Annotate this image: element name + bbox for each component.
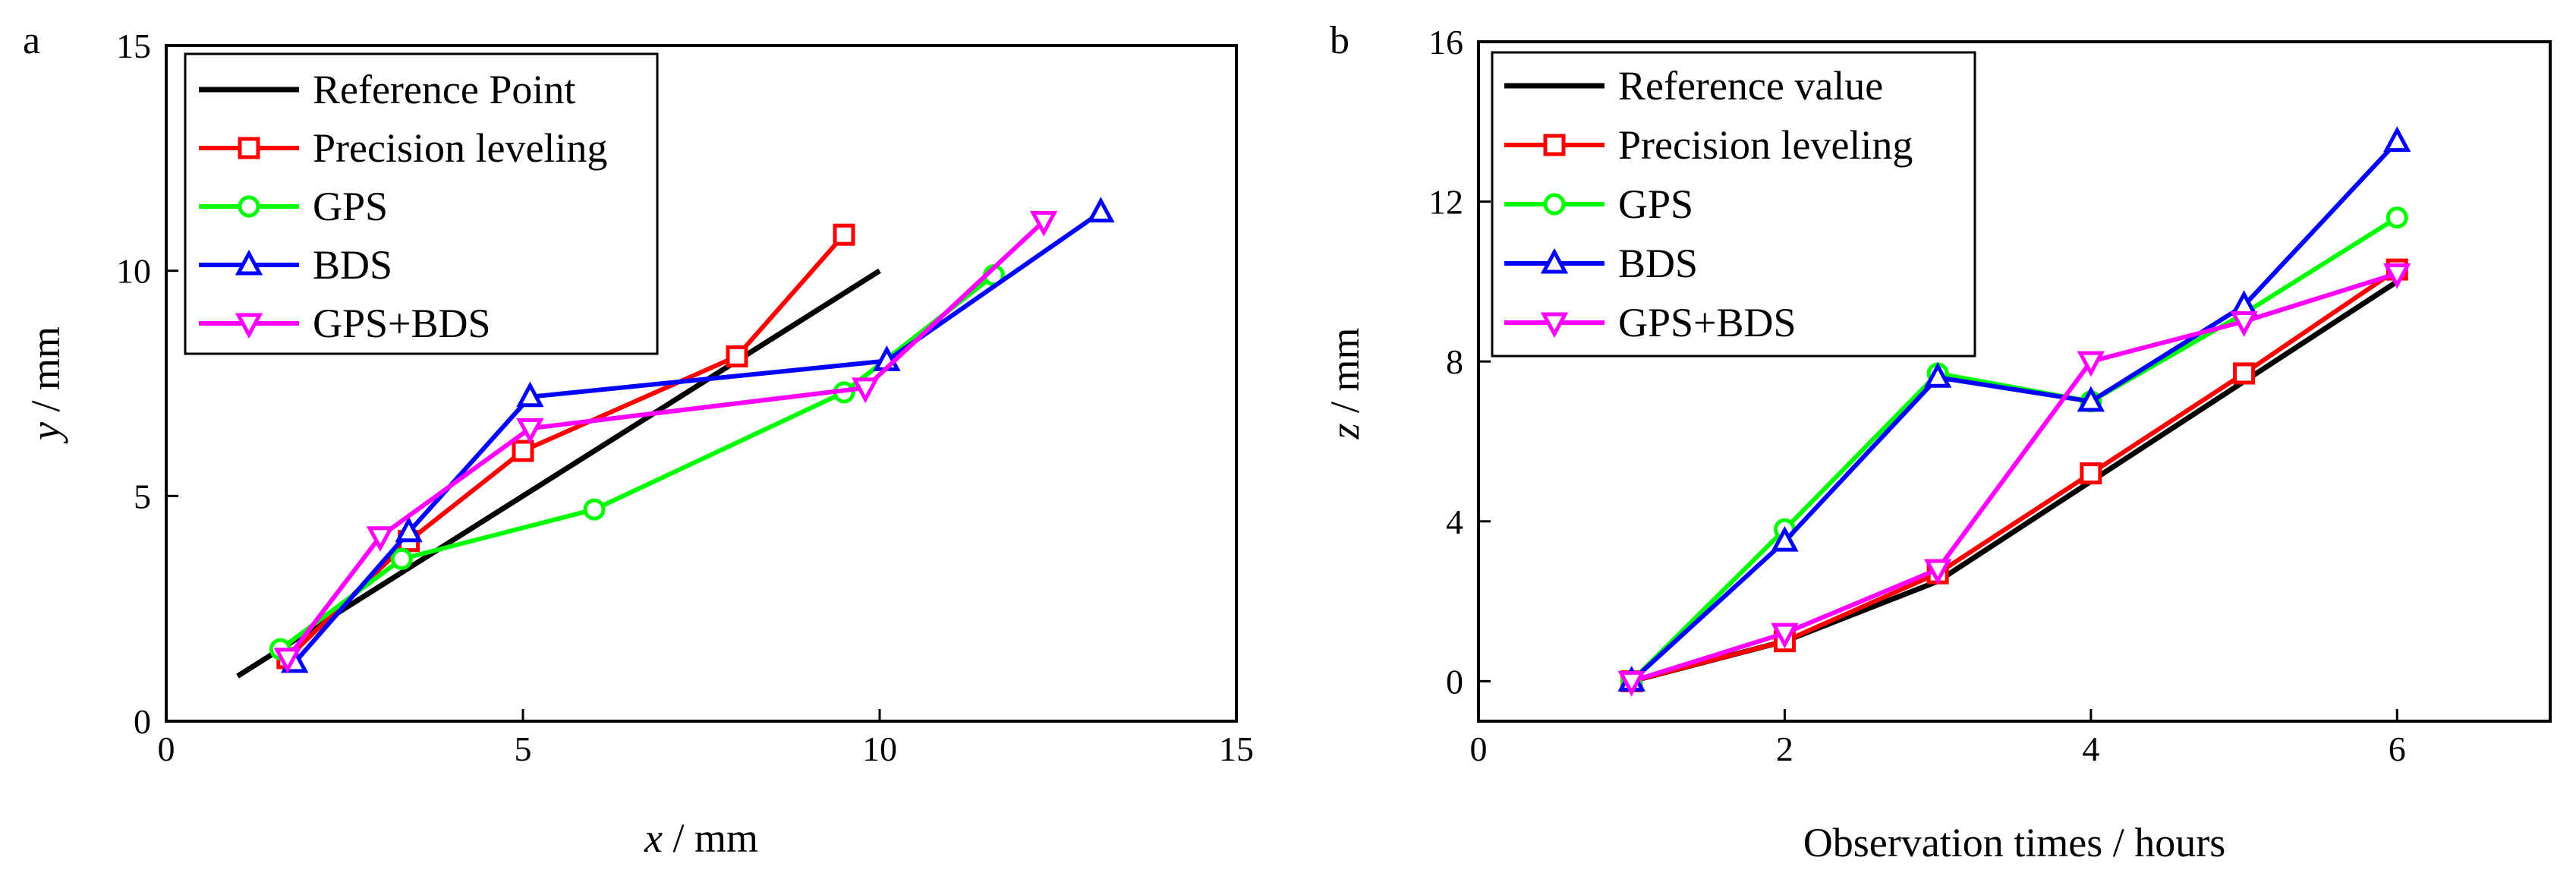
chart-b-x-tick-label-3: 6 [2389, 730, 2406, 768]
chart-a-series-4-point-2 [516, 418, 544, 444]
chart-b-frame [1477, 40, 2552, 723]
chart-b-series-4-point-2 [1923, 559, 1952, 585]
chart-b-y-ticks: 0 4 8 12 16 [1428, 23, 1491, 701]
chart-a-y-tick-label-0: 0 [134, 702, 151, 741]
chart-a-series-2-point-1 [390, 547, 413, 570]
chart-b-legend-label-0: Reference value [1618, 63, 1883, 109]
chart-b-series-3-point-1 [1771, 525, 1799, 552]
chart-b-series-4-point-0 [1617, 670, 1645, 697]
chart-b: b 0 2 4 6 0 4 8 12 16 Observation times / hours… [1322, 19, 2552, 865]
chart-a-legend: Reference Point Precision leveling GPS BDS G… [184, 52, 659, 355]
chart-a-x-axis-var: x [644, 815, 663, 861]
chart-b-y-tick-label-4: 16 [1428, 23, 1463, 61]
chart-b-series-4-point-1 [1771, 622, 1799, 649]
chart-b-x-ticks: 0 2 4 6 [1470, 709, 2406, 768]
chart-a-x-tick-label-1: 5 [515, 730, 532, 768]
chart-b-legend-marker-4 [1540, 312, 1569, 339]
chart-b-series-1-line [1630, 267, 2398, 684]
chart-a-y-tick-label-3: 15 [116, 27, 151, 65]
chart-b-legend-marker-1 [1543, 134, 1566, 156]
chart-a-legend-marker-4 [235, 313, 263, 339]
chart-a-legend-marker-2 [238, 195, 260, 218]
chart-b-y-tick-label-0: 0 [1446, 662, 1463, 701]
chart-a-series-4 [273, 210, 1058, 674]
chart-a-y-axis-var: y [23, 422, 68, 444]
chart-a-legend-label-2: GPS [313, 184, 388, 229]
chart-a-legend-label-3: BDS [313, 242, 392, 288]
chart-a-x-tick-label-0: 0 [158, 730, 175, 768]
chart-b-legend-marker-3 [1540, 247, 1569, 274]
chart-b-legend-label-1: Precision leveling [1618, 122, 1913, 168]
chart-b-legend-label-2: GPS [1618, 181, 1693, 227]
chart-a-frame [165, 44, 1238, 723]
chart-b-x-tick-label-2: 4 [2082, 730, 2099, 768]
chart-a-series-2-point-2 [583, 498, 606, 521]
chart-a-y-axis-label: y / mm [23, 326, 68, 444]
chart-b-legend-marker-2 [1543, 193, 1566, 216]
chart-a-series-1-point-3 [726, 345, 748, 367]
chart-a-y-axis-unit: / mm [23, 326, 68, 422]
chart-a-series-4-point-4 [1030, 210, 1058, 237]
chart-a-legend-label-4: GPS+BDS [313, 301, 491, 346]
chart-a-legend-marker-3 [235, 249, 263, 276]
chart-b-series-3-point-5 [2383, 126, 2411, 153]
chart-b-series-1-point-4 [2233, 362, 2256, 385]
chart-b-series-4 [1617, 263, 2411, 697]
chart-b-y-tick-label-3: 12 [1428, 183, 1463, 222]
chart-a-series-4-point-3 [852, 377, 880, 404]
chart-a-legend-label-0: Reference Point [313, 67, 575, 112]
chart-b-legend-label-4: GPS+BDS [1618, 300, 1797, 345]
chart-b-x-axis-label: Observation times / hours [1803, 820, 2225, 865]
chart-b-y-axis-unit: / mm [1322, 327, 1368, 423]
chart-b-plot-area [1617, 126, 2411, 697]
chart-b-y-tick-label-2: 8 [1446, 342, 1463, 381]
chart-a-x-axis-unit: / mm [663, 815, 758, 861]
chart-a-legend-label-1: Precision leveling [313, 125, 607, 171]
chart-a-series-1-point-2 [512, 440, 534, 462]
chart-a-plot-area [236, 197, 1115, 679]
chart-b-legend: Reference value Precision leveling GPS BDS G… [1491, 51, 1976, 358]
chart-a-series-3-point-4 [1087, 197, 1115, 223]
chart-b-series-3-line [1630, 140, 2399, 683]
chart-a-x-tick-label-2: 10 [862, 730, 897, 768]
chart-b-y-axis-label: z / mm [1322, 327, 1368, 440]
chart-a-series-4-point-1 [366, 526, 395, 553]
chart-b-y-tick-label-1: 4 [1446, 503, 1463, 541]
chart-a-legend-marker-1 [238, 137, 260, 159]
chart-b-series-1-point-3 [2080, 462, 2102, 485]
chart-b-series-3-point-2 [1923, 361, 1952, 388]
chart-a-y-ticks: 0 5 10 15 [116, 27, 178, 741]
chart-b-series-2-point-5 [2385, 206, 2408, 229]
chart-b-series-4-point-5 [2383, 263, 2411, 289]
chart-a-x-ticks: 0 5 10 15 [158, 709, 1254, 768]
chart-a-legend-box [184, 52, 659, 355]
chart-a-x-axis-label: x / mm [644, 815, 758, 861]
panel-label-b: b [1330, 19, 1349, 62]
chart-b-series-4-point-3 [2077, 351, 2105, 377]
chart-a-series-4-point-0 [273, 648, 301, 674]
chart-a-x-tick-label-3: 15 [1219, 730, 1254, 768]
chart-a-y-tick-label-1: 5 [134, 477, 151, 515]
chart-b-y-axis-var: z [1322, 424, 1368, 440]
chart-b-x-tick-label-1: 2 [1776, 730, 1793, 768]
chart-a-series-1-point-4 [833, 223, 855, 246]
chart-a-series-3-point-1 [395, 516, 423, 543]
chart-b-series-4-point-4 [2230, 311, 2258, 337]
chart-a-series-3-point-2 [516, 381, 544, 408]
chart-a-y-tick-label-2: 10 [116, 252, 151, 291]
chart-b-x-tick-label-0: 0 [1470, 730, 1488, 768]
chart-a: a 0 5 10 15 0 5 10 15 x / mm y / mm Reference … [23, 19, 1254, 861]
chart-b-series-4-line [1630, 271, 2398, 684]
chart-b-legend-label-3: BDS [1618, 241, 1698, 286]
chart-b-series-3-point-3 [2077, 386, 2105, 412]
panel-label-a: a [23, 19, 40, 62]
